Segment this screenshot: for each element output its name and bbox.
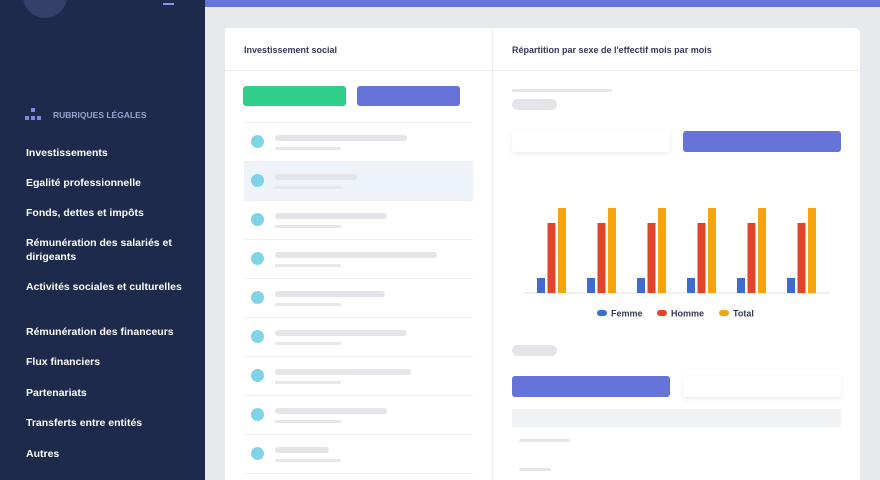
bar	[747, 223, 756, 293]
bar-chart: Femme Homme Total	[524, 208, 830, 318]
list-row[interactable]	[244, 201, 473, 240]
bar	[608, 208, 616, 293]
bar	[797, 223, 806, 293]
list-row[interactable]	[244, 123, 473, 162]
tab[interactable]	[683, 376, 841, 397]
panel-title: Investissement social	[244, 45, 338, 55]
bar	[808, 208, 816, 293]
tab-active[interactable]	[512, 376, 670, 397]
legend-swatch	[657, 310, 667, 316]
bar	[647, 223, 656, 293]
list-row[interactable]	[244, 240, 473, 279]
nav-item[interactable]: Transferts entre entités	[26, 417, 143, 429]
legend-swatch	[719, 310, 729, 316]
nav-item[interactable]: Flux financiers	[26, 356, 101, 368]
nav-item[interactable]: Egalité professionnelle	[26, 177, 141, 189]
section-icon	[25, 108, 41, 120]
purple-button[interactable]	[357, 86, 460, 106]
bar	[687, 278, 695, 293]
bar	[787, 278, 795, 293]
avatar[interactable]	[23, 0, 67, 18]
section-title: RUBRIQUES LÉGALES	[53, 110, 147, 120]
bar	[597, 223, 606, 293]
tab-active[interactable]	[683, 131, 841, 152]
nav-item[interactable]: Rémunération des salariés et dirigeants	[26, 237, 172, 263]
bar	[737, 278, 745, 293]
bar	[558, 208, 566, 293]
nav-item[interactable]: Investissements	[26, 147, 108, 159]
legend-label: Total	[733, 308, 754, 318]
list-row[interactable]	[244, 318, 473, 357]
bar	[697, 223, 706, 293]
bar	[547, 223, 556, 293]
bar	[537, 278, 545, 293]
bar	[637, 278, 645, 293]
chart-title: Répartition par sexe de l'effectif mois …	[512, 45, 712, 55]
tab[interactable]	[512, 131, 670, 152]
legend-label: Homme	[671, 308, 704, 318]
nav-item[interactable]: Autres	[26, 448, 60, 460]
green-button[interactable]	[243, 86, 346, 106]
list-row[interactable]	[244, 396, 473, 435]
nav-item[interactable]: Rémunération des financeurs	[26, 326, 174, 338]
bar	[658, 208, 666, 293]
list-row[interactable]	[244, 162, 473, 201]
bar	[758, 208, 766, 293]
legend-label: Femme	[611, 308, 643, 318]
list-row[interactable]	[244, 435, 473, 474]
bar	[708, 208, 716, 293]
sidebar: RUBRIQUES LÉGALES Investissements Egalité…	[0, 0, 205, 480]
nav-item[interactable]: Fonds, dettes et impôts	[26, 207, 144, 219]
nav-item[interactable]: Activités sociales et culturelles	[26, 281, 182, 293]
top-bar	[205, 0, 880, 7]
list-row[interactable]	[244, 357, 473, 396]
menu-toggle[interactable]	[163, 3, 174, 5]
legend-swatch	[597, 310, 607, 316]
nav-item[interactable]: Partenariats	[26, 387, 87, 399]
bar	[587, 278, 595, 293]
list-row[interactable]	[244, 279, 473, 318]
